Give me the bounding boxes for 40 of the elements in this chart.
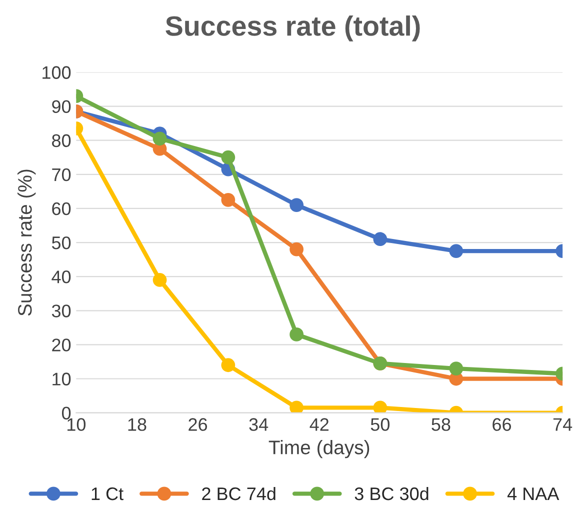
point (290, 198, 304, 212)
legend-label: 3 BC 30d (354, 486, 428, 500)
point (152, 273, 167, 287)
point (373, 400, 388, 413)
y-tick-label: 90 (52, 100, 71, 114)
x-axis-title: Time (days) (268, 440, 370, 458)
y-tick-label: 50 (52, 236, 71, 250)
x-tick-label: 10 (68, 418, 86, 431)
x-tick-label: 50 (370, 418, 390, 431)
x-tick-label: 18 (128, 418, 146, 431)
y-tick-label: 60 (52, 202, 71, 216)
point (290, 328, 304, 342)
y-tick-label: 80 (52, 134, 71, 148)
point (152, 132, 167, 146)
y-tick-label: 100 (42, 66, 71, 79)
point (290, 400, 304, 413)
point (373, 232, 388, 246)
x-tick-label: 58 (432, 418, 450, 431)
point (221, 150, 236, 164)
point (449, 244, 464, 258)
x-tick-label: 66 (492, 418, 512, 431)
point (290, 242, 304, 256)
y-tick-label: 0 (62, 406, 71, 420)
y-tick-label: 10 (52, 372, 71, 386)
x-tick-label: 42 (310, 418, 329, 431)
y-axis-title: Success rate (%) (18, 170, 36, 316)
point (449, 362, 464, 376)
legend-label: 2 BC 74d (202, 486, 276, 500)
y-tick-label: 20 (52, 338, 71, 352)
legend-label: 1 Ct (92, 487, 124, 500)
y-tick-label: 70 (52, 168, 71, 182)
point (221, 193, 236, 207)
point (221, 358, 236, 372)
y-tick-label: 40 (52, 270, 71, 284)
y-tick-label: 30 (52, 304, 71, 318)
x-tick-label: 26 (188, 418, 208, 431)
chart-title: Success rate (total) (166, 15, 420, 42)
x-tick-label: 74 (553, 418, 572, 431)
x-tick-label: 34 (249, 418, 268, 431)
legend-label: 4 NAA (507, 488, 560, 500)
